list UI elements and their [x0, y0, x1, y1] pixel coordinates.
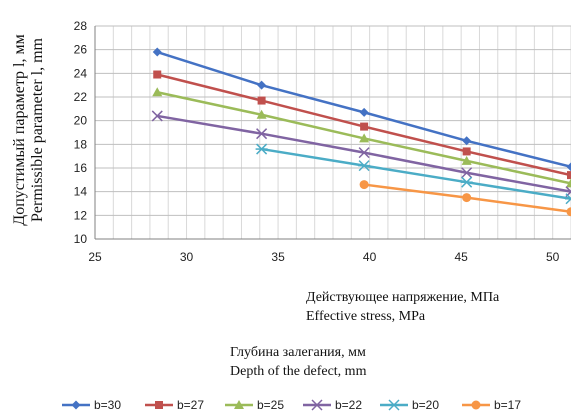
series-b=30 [152, 47, 571, 172]
legend: b=30 b=27 b=25 b=22 b=20 b=17 [62, 398, 521, 412]
x-tick-label: 25 [88, 250, 102, 264]
legend-marker [71, 400, 81, 410]
data-point [360, 122, 369, 131]
y-tick-label: 26 [74, 43, 88, 57]
axes: 10 12 14 16 18 20 22 24 26 28 25 30 35 40 45 50 [74, 19, 571, 264]
series-b=27 [153, 70, 571, 180]
data-point [461, 155, 472, 165]
data-point [460, 176, 473, 188]
x-axis-label-ru: Глубина залегания, мм [230, 345, 366, 360]
series-line [261, 147, 571, 201]
data-point [462, 193, 472, 203]
x-axis-label-en: Depth of the defect, mm [230, 364, 367, 379]
annotation-en: Effective stress, MPa [306, 309, 426, 324]
legend-entry: b=25 [225, 398, 284, 412]
data-point [358, 147, 370, 159]
legend-label: b=27 [177, 398, 204, 412]
data-point [566, 178, 571, 188]
y-axis-label-ru: Допустимый параметр l, мм [11, 34, 28, 225]
y-tick-label: 14 [74, 185, 88, 199]
series-b=17 [359, 180, 571, 217]
legend-marker [388, 399, 400, 411]
y-tick-label: 24 [74, 66, 88, 80]
data-point [566, 207, 571, 217]
y-tick-label: 10 [74, 232, 88, 246]
legend-entry: b=30 [62, 398, 121, 412]
series-b=25 [152, 87, 571, 188]
legend-entry: b=22 [303, 398, 362, 412]
legend-entry: b=20 [380, 398, 439, 412]
y-tick-label: 12 [74, 208, 88, 222]
data-point [462, 147, 471, 156]
x-tick-label: 35 [271, 250, 285, 264]
y-tick-label: 22 [74, 90, 88, 104]
data-point [257, 96, 266, 105]
data-point [461, 167, 473, 179]
legend-marker [155, 401, 163, 409]
legend-marker [471, 400, 481, 410]
data-point [359, 107, 369, 117]
data-point [359, 180, 369, 190]
data-point [359, 133, 370, 143]
legend-label: b=30 [94, 398, 121, 412]
y-tick-label: 20 [74, 114, 88, 128]
data-point [152, 47, 162, 57]
data-point [257, 80, 267, 90]
legend-label: b=17 [494, 398, 521, 412]
data-point [256, 109, 267, 119]
data-point [152, 87, 163, 97]
x-tick-label: 45 [454, 250, 468, 264]
legend-entry: b=17 [462, 398, 521, 412]
data-point [462, 136, 472, 146]
x-tick-label: 40 [363, 250, 377, 264]
y-axis-label-en: Permissible parameter l, mm [29, 37, 46, 222]
y-tick-label: 18 [74, 137, 88, 151]
y-tick-label: 28 [74, 19, 88, 33]
series-b=20 [255, 143, 571, 205]
data-point [153, 70, 162, 79]
data-point [151, 110, 163, 122]
data-point [358, 160, 371, 172]
legend-label: b=20 [412, 398, 439, 412]
data-point [256, 128, 268, 140]
legend-marker [311, 399, 323, 411]
legend-label: b=25 [257, 398, 284, 412]
data-point [565, 193, 571, 205]
x-tick-label: 50 [546, 250, 560, 264]
data-point [255, 143, 268, 155]
data-point [567, 171, 571, 180]
data-point [566, 162, 571, 172]
annotation-ru: Действующее напряжение, МПа [306, 290, 500, 305]
y-tick-label: 16 [74, 161, 88, 175]
legend-label: b=22 [335, 398, 362, 412]
x-tick-label: 30 [180, 250, 194, 264]
legend-entry: b=27 [145, 398, 204, 412]
legend-marker [234, 400, 244, 409]
series-layer [151, 47, 571, 217]
